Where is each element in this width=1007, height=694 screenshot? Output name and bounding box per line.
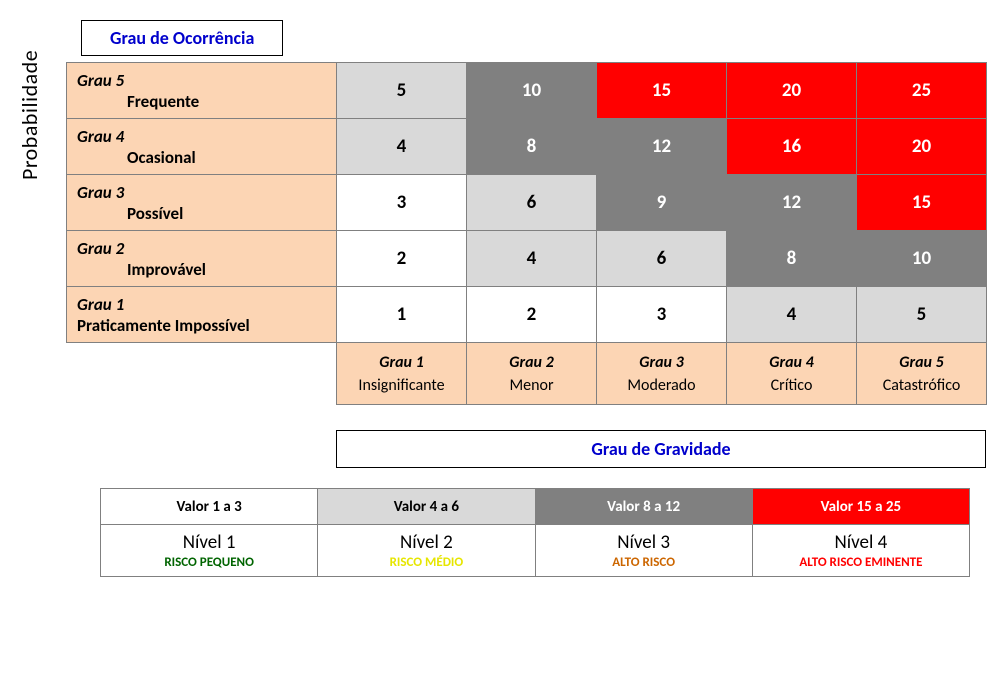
matrix-cell: 5 xyxy=(857,287,987,343)
col-header-grau: Grau 2 xyxy=(469,353,594,372)
matrix-cell: 12 xyxy=(727,175,857,231)
matrix-cell: 1 xyxy=(337,287,467,343)
legend-risk: ALTO RISCO xyxy=(540,555,748,570)
legend-range-row: Valor 1 a 3 Valor 4 a 6 Valor 8 a 12 Val… xyxy=(101,489,970,525)
col-header: Grau 4 Crítico xyxy=(727,343,857,405)
legend-level: Nível 1 RISCO PEQUENO xyxy=(101,525,318,577)
row-header-grau: Grau 1 xyxy=(77,294,124,315)
matrix-cell: 8 xyxy=(467,119,597,175)
legend-table: Valor 1 a 3 Valor 4 a 6 Valor 8 a 12 Val… xyxy=(100,488,970,577)
col-header-grau: Grau 4 xyxy=(729,353,854,372)
bottom-title-wrap: Grau de Gravidade xyxy=(336,430,987,468)
col-header: Grau 5 Catastrófico xyxy=(857,343,987,405)
matrix-cell: 16 xyxy=(727,119,857,175)
legend-nivel: Nível 1 xyxy=(105,531,313,554)
legend-nivel: Nível 3 xyxy=(540,531,748,554)
col-header-desc: Insignificante xyxy=(339,376,464,395)
matrix-cell: 4 xyxy=(467,231,597,287)
legend-nivel: Nível 4 xyxy=(757,531,965,554)
matrix-cell: 25 xyxy=(857,63,987,119)
col-header-grau: Grau 3 xyxy=(599,353,724,372)
legend-range: Valor 1 a 3 xyxy=(101,489,318,525)
legend-range: Valor 4 a 6 xyxy=(318,489,535,525)
row-header-desc: Possível xyxy=(77,203,326,224)
matrix-cell: 3 xyxy=(597,287,727,343)
matrix-cell: 20 xyxy=(857,119,987,175)
row-header-desc: Frequente xyxy=(77,91,326,112)
col-header-desc: Moderado xyxy=(599,376,724,395)
matrix-col-headers: Grau 1 Insignificante Grau 2 Menor Grau … xyxy=(67,343,987,405)
col-header-desc: Crítico xyxy=(729,376,854,395)
matrix-row: Grau 1 Praticamente Impossível 1 2 3 4 5 xyxy=(67,287,987,343)
row-header: Grau 3 Possível xyxy=(67,175,337,231)
matrix-cell: 12 xyxy=(597,119,727,175)
row-header-desc: Praticamente Impossível xyxy=(77,315,326,336)
risk-matrix-table: Grau 5 Frequente 5 10 15 20 25 Grau 4 Oc… xyxy=(66,62,987,405)
legend-risk: RISCO MÉDIO xyxy=(322,555,530,570)
row-header: Grau 1 Praticamente Impossível xyxy=(67,287,337,343)
legend-level: Nível 3 ALTO RISCO xyxy=(535,525,752,577)
col-header: Grau 1 Insignificante xyxy=(337,343,467,405)
y-axis-label: Probabilidade xyxy=(16,50,43,180)
row-header-grau: Grau 5 xyxy=(77,70,124,91)
matrix-cell: 4 xyxy=(727,287,857,343)
legend-risk: RISCO PEQUENO xyxy=(105,555,313,570)
empty-cell xyxy=(67,343,337,405)
matrix-cell: 9 xyxy=(597,175,727,231)
legend-risk: ALTO RISCO EMINENTE xyxy=(757,555,965,570)
col-header-grau: Grau 5 xyxy=(859,353,984,372)
col-header-grau: Grau 1 xyxy=(339,353,464,372)
row-header-grau: Grau 3 xyxy=(77,182,124,203)
matrix-cell: 6 xyxy=(467,175,597,231)
matrix-row: Grau 5 Frequente 5 10 15 20 25 xyxy=(67,63,987,119)
row-header: Grau 4 Ocasional xyxy=(67,119,337,175)
row-header-desc: Ocasional xyxy=(77,147,326,168)
legend-level: Nível 4 ALTO RISCO EMINENTE xyxy=(752,525,969,577)
col-header: Grau 2 Menor xyxy=(467,343,597,405)
legend-range: Valor 15 a 25 xyxy=(752,489,969,525)
matrix-cell: 2 xyxy=(467,287,597,343)
legend-nivel: Nível 2 xyxy=(322,531,530,554)
matrix-row: Grau 3 Possível 3 6 9 12 15 xyxy=(67,175,987,231)
matrix-row: Grau 2 Improvável 2 4 6 8 10 xyxy=(67,231,987,287)
legend-range: Valor 8 a 12 xyxy=(535,489,752,525)
col-header-desc: Menor xyxy=(469,376,594,395)
matrix-cell: 4 xyxy=(337,119,467,175)
matrix-cell: 10 xyxy=(467,63,597,119)
matrix-cell: 8 xyxy=(727,231,857,287)
matrix-cell: 20 xyxy=(727,63,857,119)
legend-level-row: Nível 1 RISCO PEQUENO Nível 2 RISCO MÉDI… xyxy=(101,525,970,577)
risk-matrix-container: Probabilidade Grau de Ocorrência Grau 5 … xyxy=(20,20,987,577)
top-axis-title: Grau de Ocorrência xyxy=(81,20,283,56)
matrix-cell: 15 xyxy=(857,175,987,231)
row-header-grau: Grau 2 xyxy=(77,238,124,259)
matrix-cell: 15 xyxy=(597,63,727,119)
matrix-cell: 6 xyxy=(597,231,727,287)
bottom-axis-title: Grau de Gravidade xyxy=(336,430,986,468)
matrix-row: Grau 4 Ocasional 4 8 12 16 20 xyxy=(67,119,987,175)
col-header-desc: Catastrófico xyxy=(859,376,984,395)
matrix-cell: 10 xyxy=(857,231,987,287)
row-header: Grau 2 Improvável xyxy=(67,231,337,287)
matrix-cell: 2 xyxy=(337,231,467,287)
top-title-wrap: Grau de Ocorrência xyxy=(20,20,987,62)
matrix-cell: 3 xyxy=(337,175,467,231)
matrix-cell: 5 xyxy=(337,63,467,119)
row-header-desc: Improvável xyxy=(77,259,326,280)
col-header: Grau 3 Moderado xyxy=(597,343,727,405)
row-header-grau: Grau 4 xyxy=(77,126,124,147)
row-header: Grau 5 Frequente xyxy=(67,63,337,119)
legend-level: Nível 2 RISCO MÉDIO xyxy=(318,525,535,577)
